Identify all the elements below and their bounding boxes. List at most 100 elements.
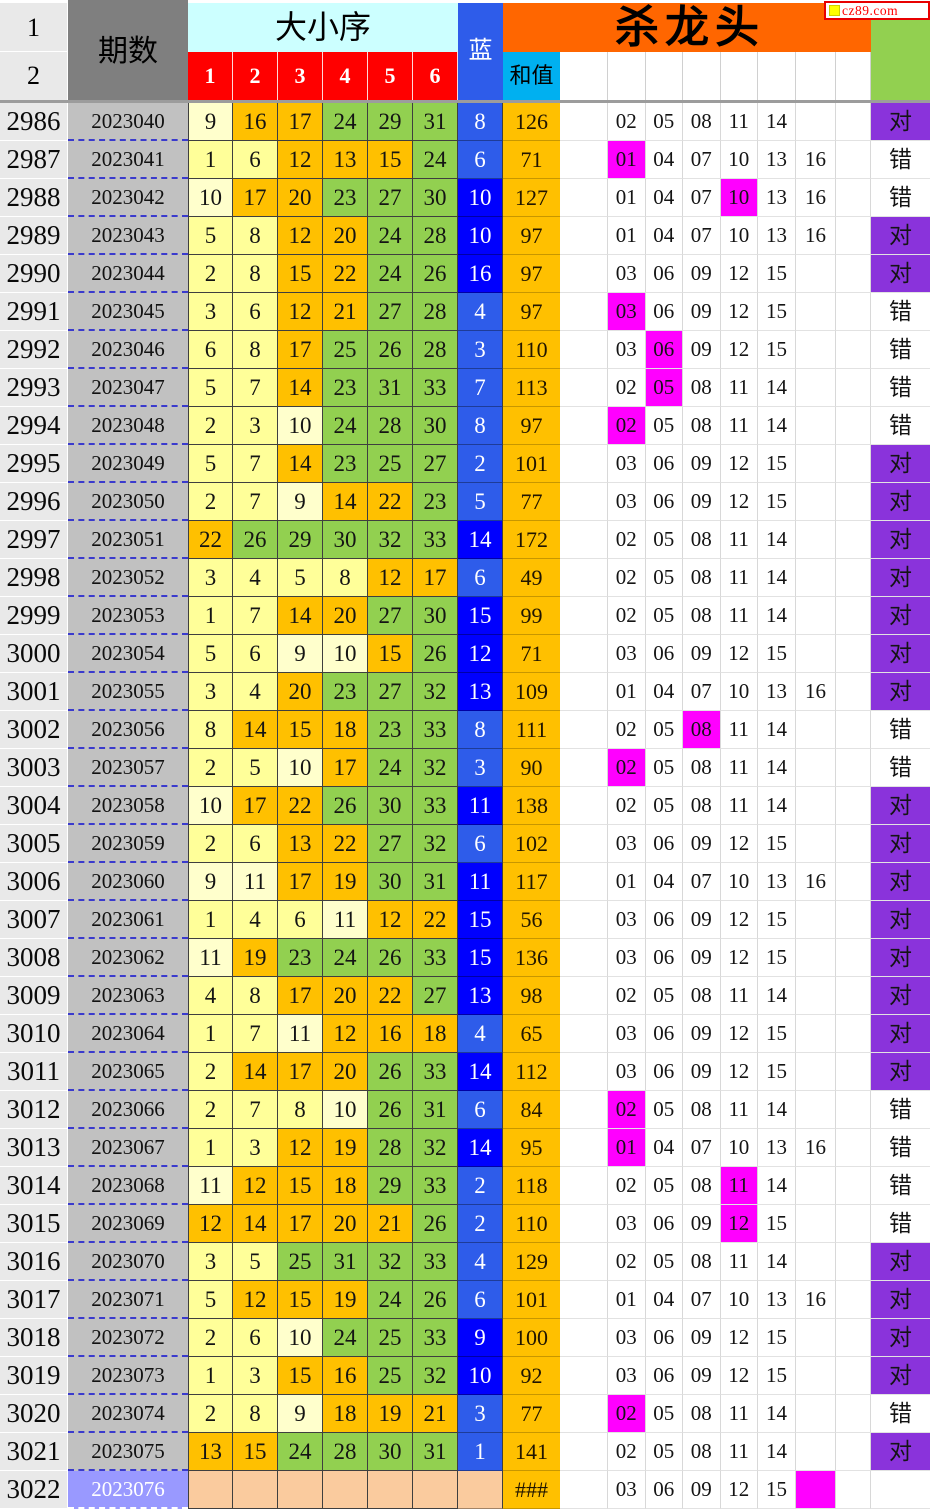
- spacer-cell: [560, 673, 608, 711]
- ball-cell: 14: [233, 1053, 278, 1091]
- ball-cell: 12: [323, 1015, 368, 1053]
- ball-cell: 20: [323, 597, 368, 635]
- result-cell: 错: [871, 711, 930, 749]
- table-row: 3006 2023060 9 11 17 19 30 31 11 117 01 04 07 10 13 16 对: [0, 863, 930, 901]
- kill-number-cell: 13: [758, 863, 796, 901]
- kill-number-cell: 11: [720, 787, 758, 825]
- kill-number-cell: 06: [645, 255, 683, 293]
- ball-cell: 5: [188, 445, 233, 483]
- spacer-cell: [836, 787, 871, 825]
- ball-cell: 9: [278, 483, 323, 521]
- blue-ball-cell: 9: [458, 1319, 503, 1357]
- kill-number-cell: [796, 293, 836, 331]
- kill-number-cell: 09: [683, 939, 721, 977]
- ball-cell: 33: [413, 1319, 458, 1357]
- result-cell: 错: [871, 1091, 930, 1129]
- ball-cell: 27: [368, 673, 413, 711]
- ball-cell: 5: [188, 1281, 233, 1319]
- ball-cell: 28: [413, 331, 458, 369]
- table-row: 3019 2023073 1 3 15 16 25 32 10 92 03 06 09 12 15 对: [0, 1357, 930, 1395]
- kill-number-cell: 04: [645, 673, 683, 711]
- row-index-cell: 3002: [0, 711, 68, 749]
- blue-ball-cell: 4: [458, 293, 503, 331]
- kill-number-cell: 03: [608, 293, 646, 331]
- kill-number-cell: 12: [720, 445, 758, 483]
- kill-number-cell: 06: [645, 293, 683, 331]
- spacer-cell: [836, 1357, 871, 1395]
- ball-cell: 19: [233, 939, 278, 977]
- ball-cell: 5: [233, 1243, 278, 1281]
- sum-cell: 117: [503, 863, 560, 901]
- spacer-cell: [836, 521, 871, 559]
- kill-number-cell: 04: [645, 217, 683, 255]
- kill-number-cell: 06: [645, 483, 683, 521]
- period-cell: 2023072: [68, 1319, 188, 1357]
- kill-number-cell: 14: [758, 711, 796, 749]
- period-cell: 2023073: [68, 1357, 188, 1395]
- subheader-cell: [608, 52, 646, 100]
- kill-number-cell: 06: [645, 1015, 683, 1053]
- kill-number-cell: 03: [608, 1205, 646, 1243]
- ball-cell: 10: [278, 1319, 323, 1357]
- kill-number-cell: 07: [683, 217, 721, 255]
- cz89-logo[interactable]: cz89.com: [824, 1, 930, 20]
- sum-cell: 98: [503, 977, 560, 1015]
- row-index-cell: 3010: [0, 1015, 68, 1053]
- kill-number-cell: 15: [758, 1015, 796, 1053]
- period-cell: 2023059: [68, 825, 188, 863]
- kill-number-cell: 14: [758, 1395, 796, 1433]
- kill-number-cell: 16: [796, 863, 836, 901]
- kill-number-cell: 02: [608, 1433, 646, 1471]
- ball-cell: 3: [233, 1357, 278, 1395]
- spacer-cell: [560, 1129, 608, 1167]
- kill-number-cell: 08: [683, 559, 721, 597]
- spacer-cell: [836, 217, 871, 255]
- ball-cell: 23: [323, 179, 368, 217]
- result-cell: 对: [871, 673, 930, 711]
- kill-number-cell: 05: [645, 369, 683, 407]
- kill-number-cell: 09: [683, 255, 721, 293]
- sum-cell: 102: [503, 825, 560, 863]
- table-row: 2997 2023051 22 26 29 30 32 33 14 172 02 05 08 11 14 对: [0, 521, 930, 559]
- kill-number-cell: 13: [758, 179, 796, 217]
- row-index-cell: 2995: [0, 445, 68, 483]
- kill-number-cell: [796, 1471, 836, 1509]
- ball-cell: 23: [278, 939, 323, 977]
- ball-cell: [413, 1471, 458, 1509]
- kill-number-cell: 11: [720, 521, 758, 559]
- result-cell: 对: [871, 521, 930, 559]
- ball-cell: 20: [278, 179, 323, 217]
- kill-number-cell: 06: [645, 1357, 683, 1395]
- period-cell: 2023053: [68, 597, 188, 635]
- subheader-cell: [560, 52, 608, 100]
- ball-cell: 8: [233, 1395, 278, 1433]
- kill-number-cell: 01: [608, 217, 646, 255]
- ball-cell: 28: [368, 1129, 413, 1167]
- kill-number-cell: 15: [758, 331, 796, 369]
- kill-number-cell: 07: [683, 179, 721, 217]
- ball-cell: 1: [188, 141, 233, 179]
- result-cell: 错: [871, 1395, 930, 1433]
- ball-cell: 25: [368, 1319, 413, 1357]
- ball-col-header-4: 4: [323, 52, 368, 100]
- kill-number-cell: 14: [758, 1433, 796, 1471]
- kill-number-cell: 05: [645, 103, 683, 141]
- ball-cell: 21: [368, 1205, 413, 1243]
- table-row: 2998 2023052 3 4 5 8 12 17 6 49 02 05 08 11 14 对: [0, 559, 930, 597]
- spacer-cell: [560, 179, 608, 217]
- ball-cell: 7: [233, 597, 278, 635]
- ball-cell: 21: [413, 1395, 458, 1433]
- kill-number-cell: 16: [796, 1129, 836, 1167]
- ball-cell: 32: [368, 1243, 413, 1281]
- corner-row1-label: 1: [0, 3, 68, 52]
- table-row: 3004 2023058 10 17 22 26 30 33 11 138 02 05 08 11 14 对: [0, 787, 930, 825]
- kill-number-cell: 11: [720, 103, 758, 141]
- ball-cell: [323, 1471, 368, 1509]
- result-cell: 对: [871, 445, 930, 483]
- ball-cell: 7: [233, 1091, 278, 1129]
- spacer-cell: [836, 1471, 871, 1509]
- kill-number-cell: [796, 825, 836, 863]
- ball-cell: 1: [188, 597, 233, 635]
- kill-number-cell: 03: [608, 901, 646, 939]
- kill-number-cell: 08: [683, 1167, 721, 1205]
